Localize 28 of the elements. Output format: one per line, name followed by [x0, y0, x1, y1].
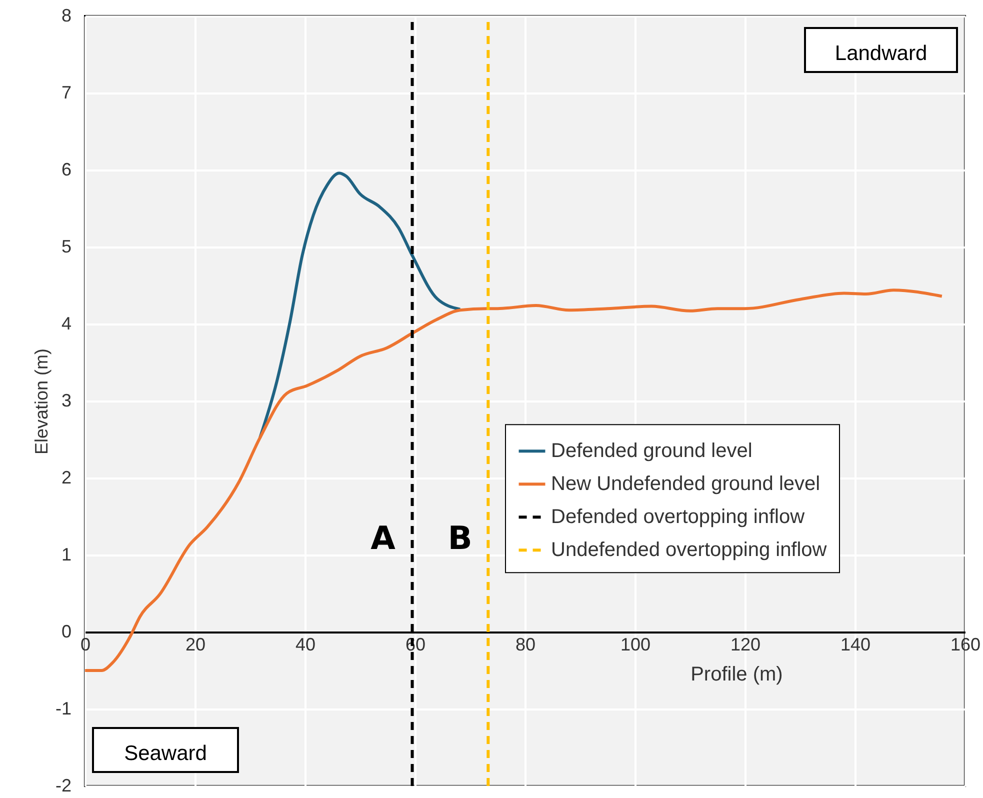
x-tick-label: 40: [295, 634, 316, 654]
y-tick-label: 6: [61, 160, 72, 180]
annotation: B: [448, 519, 472, 557]
legend-label: Undefended overtopping inflow: [551, 539, 828, 562]
y-tick-label: 3: [61, 390, 72, 410]
annotation: A: [370, 519, 396, 557]
y-tick-label: 7: [61, 82, 72, 102]
y-axis-title: Elevation (m): [31, 348, 52, 455]
y-tick-label: -1: [55, 698, 72, 718]
y-tick-label: -2: [55, 776, 72, 796]
x-tick-label: 140: [840, 634, 871, 654]
annotation: Landward: [834, 42, 928, 65]
annotation: Seaward: [124, 742, 207, 765]
y-tick-label: 5: [61, 236, 72, 256]
y-tick-label: 1: [61, 544, 72, 564]
legend-label: Defended overtopping inflow: [551, 506, 806, 528]
y-tick-label: 4: [61, 314, 72, 334]
y-tick-label: 0: [61, 622, 72, 642]
legend-label: New Undefended ground level: [551, 473, 820, 496]
y-tick-label: 2: [61, 468, 72, 488]
x-axis-title: Profile (m): [690, 664, 783, 686]
x-tick-label: 120: [730, 634, 761, 654]
x-tick-label: 80: [515, 634, 536, 654]
y-tick-label: 8: [61, 6, 72, 26]
x-tick-label: 100: [620, 634, 651, 654]
legend-label: Defended ground level: [551, 440, 752, 462]
line-series: [258, 172, 462, 440]
x-tick-label: 20: [185, 634, 206, 654]
